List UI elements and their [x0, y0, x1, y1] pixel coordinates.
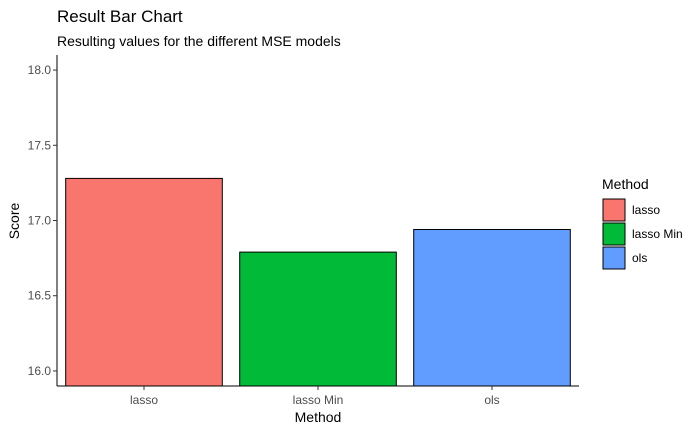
legend-title: Method [602, 176, 649, 192]
legend: Method lasso lasso Min ols [602, 176, 683, 270]
x-tick-label: lasso Min [293, 393, 344, 407]
legend-label: ols [632, 251, 647, 265]
chart-title: Result Bar Chart [57, 7, 183, 26]
x-axis-title: Method [295, 409, 342, 425]
bars-layer [65, 177, 571, 387]
y-axis-title: Score [6, 203, 22, 240]
axes-layer: 16.0 16.5 17.0 17.5 18.0 lasso lasso Min ols [28, 55, 579, 407]
chart-subtitle: Resulting values for the different MSE m… [57, 33, 341, 49]
legend-key-lasso-min [602, 222, 626, 246]
legend-key-lasso [602, 198, 626, 222]
legend-key-ols [602, 246, 626, 270]
legend-label: lasso Min [632, 227, 683, 241]
bar-ols [413, 229, 571, 387]
x-tick-label: ols [484, 393, 499, 407]
x-tick-label: lasso [130, 393, 158, 407]
bar-lasso-min [239, 251, 397, 387]
legend-label: lasso [632, 203, 660, 217]
y-tick-label: 16.5 [28, 289, 52, 303]
y-tick-label: 17.0 [28, 214, 52, 228]
y-tick-label: 16.0 [28, 364, 52, 378]
y-tick-label: 17.5 [28, 138, 52, 152]
y-tick-label: 18.0 [28, 63, 52, 77]
bar-lasso [65, 177, 223, 387]
